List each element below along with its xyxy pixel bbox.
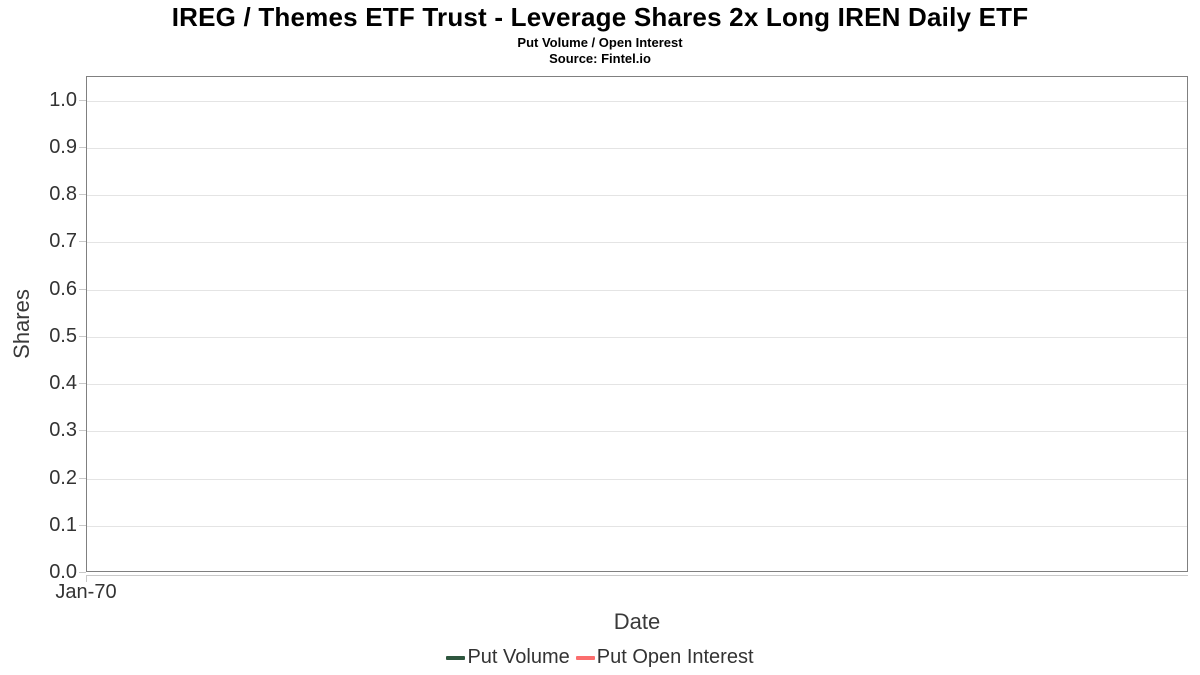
- y-tick: [79, 383, 86, 384]
- y-tick: [79, 100, 86, 101]
- legend-label: Put Open Interest: [596, 646, 754, 668]
- y-tick: [79, 194, 86, 195]
- y-axis-title: Shares: [9, 289, 34, 359]
- y-tick-label: 0.6: [49, 278, 77, 300]
- y-tick: [79, 572, 86, 573]
- y-tick: [79, 289, 86, 290]
- chart-subtitle: Put Volume / Open Interest: [517, 35, 683, 50]
- y-tick: [79, 147, 86, 148]
- y-tick-label: 0.7: [49, 230, 77, 252]
- y-tick-label: 0.0: [49, 561, 77, 583]
- chart-title: IREG / Themes ETF Trust - Leverage Share…: [171, 2, 1029, 32]
- x-tick: [86, 576, 87, 582]
- y-tick: [79, 430, 86, 431]
- y-tick-label: 0.3: [49, 419, 77, 441]
- legend-label: Put Volume: [467, 646, 570, 668]
- x-axis-tick-label: Jan-70: [55, 581, 117, 603]
- plot-area: [86, 76, 1188, 572]
- gridline: [87, 195, 1187, 196]
- y-tick-label: 0.2: [49, 467, 77, 489]
- y-tick-label: 0.1: [49, 514, 77, 536]
- legend-item-put-open-interest[interactable]: Put Open Interest: [575, 646, 754, 669]
- legend: Put Volume Put Open Interest: [0, 646, 1200, 669]
- legend-line-icon: [446, 655, 466, 660]
- y-tick-label: 0.4: [49, 372, 77, 394]
- legend-item-put-volume[interactable]: Put Volume: [446, 646, 570, 669]
- gridline: [87, 337, 1187, 338]
- gridline: [87, 242, 1187, 243]
- gridline: [87, 526, 1187, 527]
- x-axis-title: Date: [613, 609, 661, 634]
- chart-source-note: Source: Fintel.io: [549, 51, 651, 66]
- gridline: [87, 148, 1187, 149]
- y-tick-label: 1.0: [49, 89, 77, 111]
- gridline: [87, 101, 1187, 102]
- y-tick: [79, 478, 86, 479]
- gridline: [87, 384, 1187, 385]
- legend-line-icon: [575, 655, 595, 660]
- y-tick: [79, 336, 86, 337]
- y-tick-label: 0.8: [49, 183, 77, 205]
- y-tick: [79, 241, 86, 242]
- x-axis-line: [86, 575, 1188, 576]
- gridline: [87, 431, 1187, 432]
- y-tick: [79, 525, 86, 526]
- gridline: [87, 290, 1187, 291]
- gridline: [87, 479, 1187, 480]
- y-tick-label: 0.9: [49, 136, 77, 158]
- y-tick-label: 0.5: [49, 325, 77, 347]
